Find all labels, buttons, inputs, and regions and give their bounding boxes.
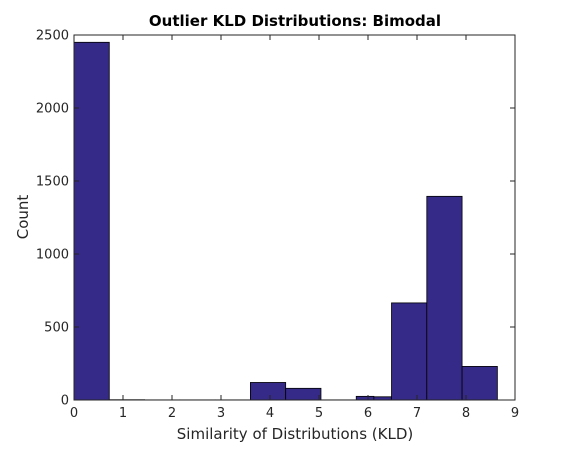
- x-tick-label: 6: [364, 406, 372, 421]
- y-axis-label: Count: [14, 195, 32, 240]
- y-tick-label: 0: [61, 394, 69, 409]
- y-tick-label: 1500: [36, 175, 69, 190]
- y-tick-label: 1000: [36, 248, 69, 263]
- x-tick-label: 4: [266, 406, 274, 421]
- bars-group: [74, 42, 497, 400]
- histogram-bar: [74, 42, 109, 400]
- x-tick-label: 7: [413, 406, 421, 421]
- y-tick-label: 500: [44, 321, 69, 336]
- histogram-bar: [427, 196, 462, 400]
- x-tick-label: 2: [168, 406, 176, 421]
- x-tick-label: 3: [217, 406, 225, 421]
- histogram-bar: [462, 366, 497, 400]
- y-tick-label: 2000: [36, 102, 69, 117]
- x-tick-label: 8: [462, 406, 470, 421]
- chart-title: Outlier KLD Distributions: Bimodal: [149, 12, 441, 30]
- histogram-bar: [250, 382, 285, 400]
- y-tick-label: 2500: [36, 29, 69, 44]
- x-tick-label: 5: [315, 406, 323, 421]
- histogram-bar: [356, 396, 374, 400]
- x-axis-label: Similarity of Distributions (KLD): [177, 425, 413, 443]
- histogram-bar: [392, 303, 427, 400]
- x-tick-label: 9: [511, 406, 519, 421]
- histogram-bar: [286, 388, 321, 400]
- x-tick-label: 0: [70, 406, 78, 421]
- x-tick-label: 1: [119, 406, 127, 421]
